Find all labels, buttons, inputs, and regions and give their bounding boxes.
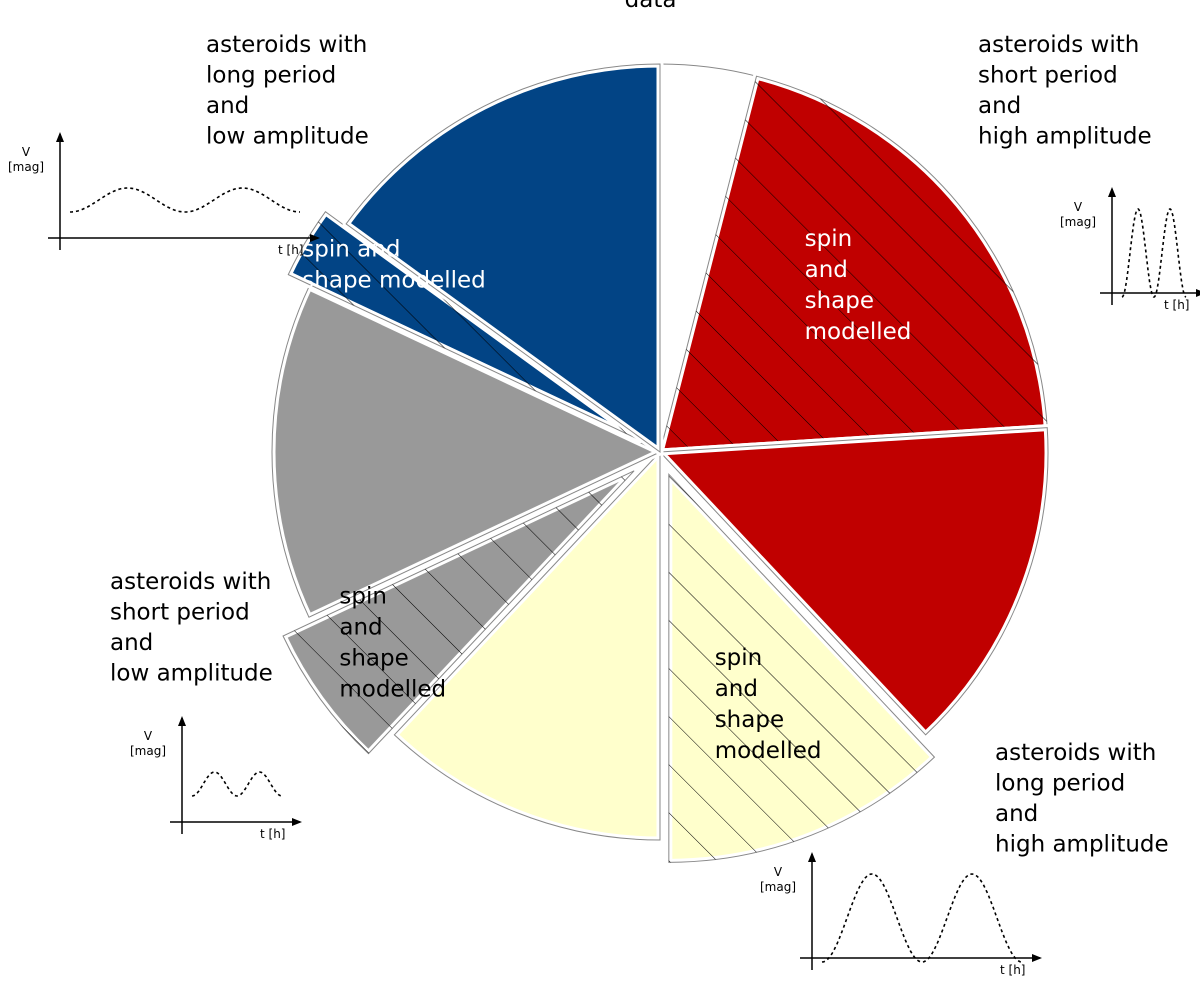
inset-lightcurve	[821, 873, 1023, 963]
slice-outline-long-period-high-amplitude	[393, 450, 661, 841]
inset-xlabel: t [h]	[278, 243, 304, 257]
slice-label-short-period-high-amplitude-spin-and-shape-modelled: spin and shape modelled	[805, 226, 912, 345]
inset-x-arrow	[292, 818, 302, 826]
slice-hatch-long-period-low-amplitude-spin-and-shape-modelled	[288, 211, 640, 440]
inset-short-period-high-amplitude: V [mag] t [h]	[1060, 187, 1200, 312]
inset-ylabel: V [mag]	[8, 145, 44, 174]
inset-xlabel: t [h]	[260, 827, 286, 841]
group-label-long-period-low-amplitude: asteroids with long period and low amplitud…	[206, 32, 369, 150]
slice-hatch-short-period-high-amplitude-spin-and-shape-modelled	[660, 76, 1048, 453]
inset-long-period-high-amplitude: V [mag] t [h]	[760, 852, 1042, 977]
slice-label-long-period-high-amplitude-spin-and-shape-modelled: spin and shape modelled	[715, 645, 822, 764]
slice-outline-short-period-high-amplitude	[658, 427, 1049, 736]
inset-xlabel: t [h]	[1000, 963, 1026, 977]
inset-lightcurve	[1121, 208, 1187, 298]
inset-y-arrow	[56, 132, 64, 142]
inset-lightcurve	[69, 187, 301, 213]
inset-long-period-low-amplitude: V [mag] t [h]	[8, 132, 320, 257]
slice-label-no-data: nodata	[625, 0, 677, 13]
slice-hatch-long-period-high-amplitude-spin-and-shape-modelled	[668, 474, 935, 863]
inset-short-period-low-amplitude: V [mag] t [h]	[130, 716, 302, 841]
inset-xlabel: t [h]	[1164, 298, 1190, 312]
inset-lightcurve	[191, 771, 283, 797]
inset-x-arrow	[1032, 954, 1042, 962]
slice-outline-long-period-low-amplitude	[345, 63, 661, 453]
inset-y-arrow	[808, 852, 816, 862]
slice-label-long-period-low-amplitude-spin-and-shape-modelled: spin and shape modelled	[302, 236, 485, 293]
pie-slices	[268, 60, 1052, 866]
inset-ylabel: V [mag]	[130, 729, 166, 758]
group-labels: asteroids with long period and low amplitud…	[110, 32, 1169, 858]
slice-hatch-short-period-low-amplitude-spin-and-shape-modelled	[283, 470, 635, 754]
inset-y-arrow	[178, 716, 186, 726]
group-label-short-period-high-amplitude: asteroids with short period and high amplit…	[978, 32, 1152, 150]
inset-ylabel: V [mag]	[760, 865, 796, 894]
inset-x-arrow	[310, 234, 320, 242]
inset-ylabel: V [mag]	[1060, 200, 1096, 229]
group-label-long-period-high-amplitude: asteroids with long period and high amplitu…	[995, 740, 1169, 858]
lightcurve-insets: V [mag] t [h] V [mag] t [h] V [mag] t [h] V [mag] t…	[8, 132, 1200, 977]
group-label-short-period-low-amplitude: asteroids with short period and low amplitu…	[110, 569, 273, 687]
inset-y-arrow	[1108, 187, 1116, 197]
slice-label-short-period-low-amplitude-spin-and-shape-modelled: spin and shape modelled	[339, 584, 446, 703]
slice-outline-short-period-low-amplitude	[271, 286, 662, 618]
inset-x-arrow	[1196, 289, 1200, 297]
